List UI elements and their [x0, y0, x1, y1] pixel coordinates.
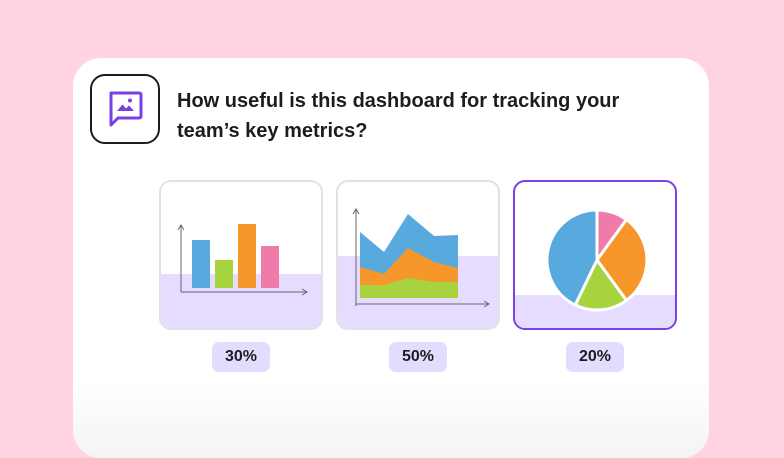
- question-text: How useful is this dashboard for trackin…: [177, 90, 620, 142]
- percent-badge-pie: 20%: [566, 342, 624, 372]
- card-bottom-fade: [73, 378, 709, 458]
- percent-badge-bar: 30%: [212, 342, 270, 372]
- poll-card: How useful is this dashboard for trackin…: [73, 58, 709, 458]
- option-pie-chart[interactable]: [513, 180, 677, 330]
- pie-chart-illustration: [515, 208, 675, 328]
- area-chart-illustration: [338, 208, 498, 328]
- percent-badge-area: 50%: [389, 342, 447, 372]
- option-bar-chart[interactable]: [159, 180, 323, 330]
- image-message-icon: [90, 74, 160, 144]
- bar-chart-illustration: [161, 224, 321, 328]
- option-area-chart[interactable]: [336, 180, 500, 330]
